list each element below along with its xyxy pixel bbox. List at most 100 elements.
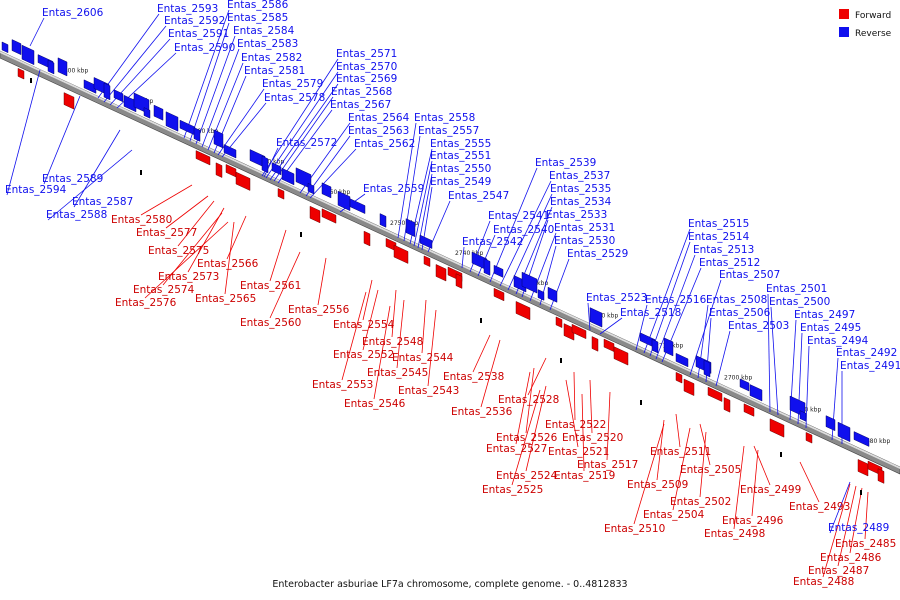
forward-leader-line [864,491,869,540]
tick-label: 2770 kbp [256,158,284,165]
forward-leader-line [525,385,547,472]
forward-leader-line [373,305,391,400]
forward-gene-block [423,255,431,267]
reverse-leader-line [273,96,334,182]
forward-gene-label: Entas_2510 [604,523,665,535]
tick-label: 2680 kbp [862,438,890,445]
reverse-gene-block [799,410,807,422]
gene-tick-mark [30,78,32,83]
reverse-gene-label: Entas_2540 [493,224,554,236]
label-leader-lines [6,9,869,578]
gene-tick-mark [480,318,482,323]
forward-leader-line [837,485,857,567]
reverse-leader-line [689,279,722,376]
forward-gene-label: Entas_2522 [545,419,606,431]
forward-leader-line [269,229,287,282]
tick-label: 2800 kbp [60,68,88,75]
reverse-gene-label: Entas_2500 [769,296,830,308]
reverse-leader-line [805,345,810,429]
forward-leader-line [527,357,547,396]
reverse-gene-label: Entas_2550 [430,163,491,175]
reverse-gene-block [281,167,295,186]
reverse-leader-line [489,167,538,283]
reverse-gene-block [405,218,416,238]
forward-gene-block [435,264,447,282]
legend-forward-label: Forward [855,11,891,21]
reverse-gene-label: Entas_2590 [174,42,235,54]
forward-leader-line [187,207,225,273]
reverse-gene-block [419,234,433,249]
tick-label: 2780 kbp [190,128,218,135]
forward-gene-label: Entas_2545 [367,367,428,379]
reverse-gene-block [307,183,315,195]
forward-gene-label: Entas_2580 [111,214,172,226]
reverse-gene-label: Entas_2494 [807,335,869,347]
forward-gene-block [321,208,337,224]
reverse-gene-block [11,39,22,55]
gene-tick-mark [780,452,782,457]
reverse-gene-label: Entas_2581 [244,65,305,77]
forward-gene-label: Entas_2528 [498,394,559,406]
reverse-leader-line [47,149,133,221]
reverse-gene-label: Entas_2501 [766,283,827,295]
reverse-gene-block [213,129,224,149]
reverse-leader-line [635,304,648,351]
reverse-leader-line [103,25,167,103]
forward-leader-line [427,309,437,387]
forward-gene-label: Entas_2554 [333,319,395,331]
reverse-gene-label: Entas_2518 [620,307,681,319]
forward-leader-line [140,184,193,216]
reverse-gene-label: Entas_2506 [709,307,771,319]
forward-gene-block [707,386,723,402]
reverse-gene-label: Entas_2531 [554,222,615,234]
forward-gene-label: Entas_2546 [344,398,406,410]
reverse-gene-block [223,144,237,159]
reverse-gene-block [483,258,491,276]
forward-leader-line [511,389,541,486]
forward-gene-label: Entas_2560 [240,317,301,329]
tick-label: 2700 kbp [724,374,752,381]
reverse-leader-line [189,22,230,142]
forward-gene-label: Entas_2521 [548,446,609,458]
forward-gene-block [805,432,813,444]
reverse-leader-line [413,160,433,247]
reverse-gene-block [675,353,689,368]
legend: Forward Reverse [839,9,892,39]
forward-gene-block [235,171,251,191]
reverse-gene-label: Entas_2555 [430,138,491,150]
reverse-gene-label: Entas_2579 [262,78,323,90]
legend-reverse-swatch [839,27,849,37]
reverse-leader-line [201,48,240,148]
reverse-leader-line [643,228,691,354]
forward-gene-label: Entas_2499 [740,484,801,496]
reverse-leader-line [587,302,591,331]
forward-gene-block [363,230,371,247]
reverse-gene-label: Entas_2512 [699,257,760,269]
reverse-gene-block [193,127,201,142]
forward-leader-line [573,371,576,421]
reverse-leader-line [829,481,851,534]
reverse-gene-label: Entas_2585 [227,12,288,24]
reverse-gene-block [739,378,750,392]
forward-gene-block [877,468,885,484]
forward-leader-line [633,423,665,525]
reverse-gene-label: Entas_2562 [354,138,415,150]
forward-leader-line [362,289,379,351]
reverse-gene-label: Entas_2549 [430,176,491,188]
forward-leader-line [177,200,215,247]
tick-label: 2740 kbp [455,250,483,257]
reverse-gene-label: Entas_2491 [840,360,900,372]
reverse-gene-block [47,59,55,75]
reverse-gene-block [21,44,35,66]
forward-leader-line [144,221,229,299]
reverse-leader-line [217,88,265,156]
reverse-leader-line [649,241,691,357]
reverse-gene-block [853,431,870,447]
reverse-gene-block [379,213,387,228]
reverse-gene-label: Entas_2507 [719,269,780,281]
reverse-leader-line [6,69,41,196]
reverse-gene-block [825,415,836,432]
reverse-gene-label: Entas_2492 [836,347,897,359]
reverse-gene-block [57,57,68,77]
